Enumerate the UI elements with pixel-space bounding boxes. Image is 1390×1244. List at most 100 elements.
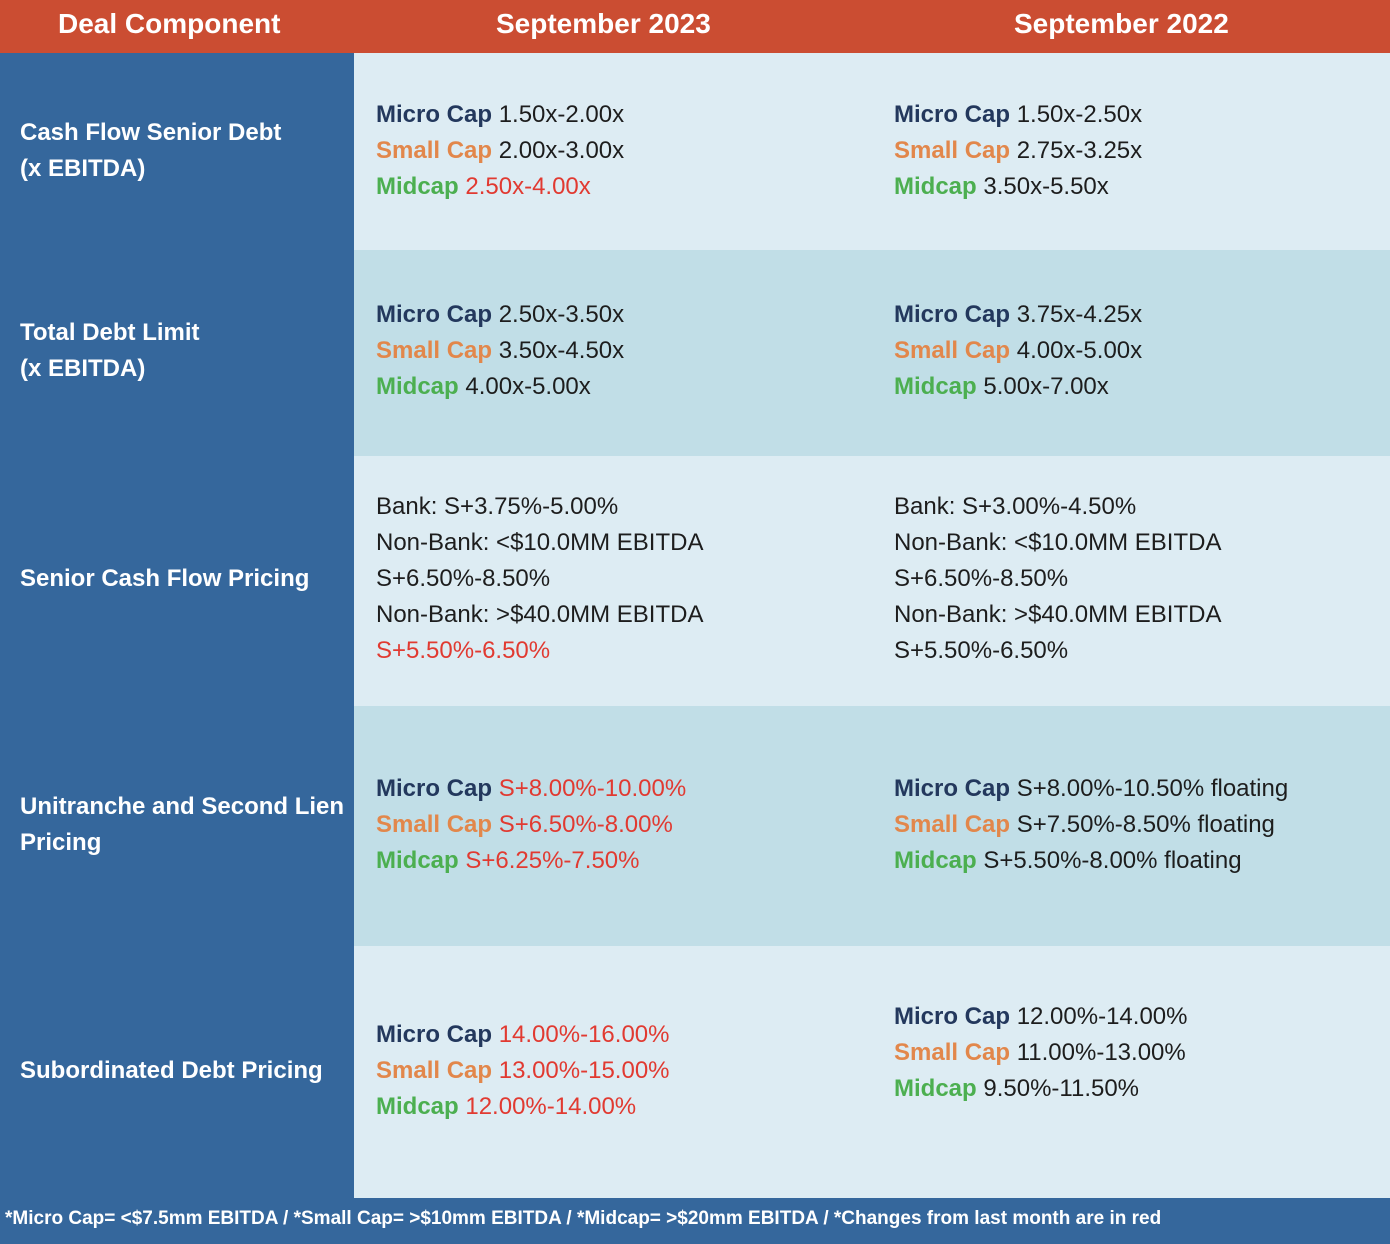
tier-line-mid: Midcap 4.00x-5.00x xyxy=(376,369,624,405)
tier-label-small: Small Cap xyxy=(376,1057,493,1084)
tier-line-mid: Midcap 9.50%-11.50% xyxy=(894,1071,1187,1107)
row-label-line: (x EBITDA) xyxy=(20,155,146,182)
tier-label-micro: Micro Cap xyxy=(376,1021,493,1048)
tier-line-micro: Micro Cap 1.50x-2.50x xyxy=(894,97,1142,133)
row-background xyxy=(354,706,1390,946)
nonbank-large-pricing: Non-Bank: >$40.0MM EBITDA S+5.50%-6.50% xyxy=(376,597,854,669)
tier-label-micro: Micro Cap xyxy=(894,1003,1011,1030)
tier-line-micro: Micro Cap 1.50x-2.00x xyxy=(376,97,624,133)
tier-label-small: Small Cap xyxy=(376,137,493,164)
row-label-total-debt-limit: Total Debt Limit (x EBITDA) xyxy=(20,315,354,387)
tier-label-small: Small Cap xyxy=(376,811,493,838)
row-background xyxy=(354,53,1390,250)
value: 4.00x-5.00x xyxy=(465,373,591,400)
header-deal-component: Deal Component xyxy=(58,8,281,39)
cell-2022-subordinated-debt: Micro Cap 12.00%-14.00% Small Cap 11.00%… xyxy=(894,999,1187,1107)
tier-label-micro: Micro Cap xyxy=(376,101,493,128)
cell-2023-unitranche-pricing: Micro Cap S+8.00%-10.00% Small Cap S+6.5… xyxy=(376,771,686,879)
changed-value: 2.50x-4.00x xyxy=(465,173,591,200)
tier-line-mid: Midcap 3.50x-5.50x xyxy=(894,169,1142,205)
tier-line-micro: Micro Cap 12.00%-14.00% xyxy=(894,999,1187,1035)
value: S+7.50%-8.50% floating xyxy=(1016,811,1275,838)
tier-line-micro: Micro Cap S+8.00%-10.00% xyxy=(376,771,686,807)
tier-line-small: Small Cap S+6.50%-8.00% xyxy=(376,807,686,843)
tier-label-small: Small Cap xyxy=(894,137,1011,164)
tier-label-mid: Midcap xyxy=(376,373,459,400)
tier-label-mid: Midcap xyxy=(894,173,977,200)
tier-line-mid: Midcap 2.50x-4.00x xyxy=(376,169,624,205)
bank-pricing: Bank: S+3.75%-5.00% xyxy=(376,493,619,520)
tier-label-micro: Micro Cap xyxy=(376,775,493,802)
tier-label-micro: Micro Cap xyxy=(894,775,1011,802)
tier-label-mid: Midcap xyxy=(894,373,977,400)
bank-pricing: Bank: S+3.00%-4.50% xyxy=(894,493,1137,520)
tier-label-mid: Midcap xyxy=(376,1093,459,1120)
value: 3.50x-4.50x xyxy=(498,337,625,364)
row-label-line: (x EBITDA) xyxy=(20,355,146,382)
tier-line-micro: Micro Cap S+8.00%-10.50% floating xyxy=(894,771,1288,807)
nonbank-small-pricing: Non-Bank: <$10.0MM EBITDA S+6.50%-8.50% xyxy=(376,525,854,597)
tier-line-small: Small Cap 11.00%-13.00% xyxy=(894,1035,1187,1071)
value: 12.00%-14.00% xyxy=(1016,1003,1188,1030)
changed-value: S+5.50%-6.50% xyxy=(376,637,551,664)
footnote-text: *Micro Cap= <$7.5mm EBITDA / *Small Cap=… xyxy=(5,1208,1162,1229)
changed-value: S+6.25%-7.50% xyxy=(465,847,640,874)
deal-component-column xyxy=(0,53,354,1198)
cell-2023-cash-flow-senior-debt: Micro Cap 1.50x-2.00x Small Cap 2.00x-3.… xyxy=(376,97,624,205)
row-background xyxy=(354,946,1390,1198)
changed-value: S+6.50%-8.00% xyxy=(498,811,673,838)
row-label-senior-cash-flow-pricing: Senior Cash Flow Pricing xyxy=(20,565,310,592)
tier-label-small: Small Cap xyxy=(376,337,493,364)
tier-line-small: Small Cap 3.50x-4.50x xyxy=(376,333,624,369)
cell-2023-subordinated-debt: Micro Cap 14.00%-16.00% Small Cap 13.00%… xyxy=(376,1017,670,1125)
tier-line-small: Small Cap 2.75x-3.25x xyxy=(894,133,1142,169)
value: 11.00%-13.00% xyxy=(1016,1039,1186,1066)
value: 2.00x-3.00x xyxy=(498,137,625,164)
changed-value: 13.00%-15.00% xyxy=(498,1057,670,1084)
row-label-unitranche-second-lien: Unitranche and Second Lien Pricing xyxy=(20,793,345,856)
value: 1.50x-2.50x xyxy=(1016,101,1143,128)
value: S+8.00%-10.50% floating xyxy=(1016,775,1289,802)
cell-2023-senior-cash-flow-pricing: Bank: S+3.75%-5.00% Non-Bank: <$10.0MM E… xyxy=(376,489,854,669)
value: 5.00x-7.00x xyxy=(983,373,1109,400)
tier-line-micro: Micro Cap 2.50x-3.50x xyxy=(376,297,624,333)
nonbank-small-value: S+6.50%-8.50% xyxy=(376,565,551,592)
header-september-2023: September 2023 xyxy=(496,8,711,39)
row-label-subordinated-debt: Subordinated Debt Pricing xyxy=(20,1057,323,1084)
footnote-bar: *Micro Cap= <$7.5mm EBITDA / *Small Cap=… xyxy=(0,1198,1390,1244)
tier-line-mid: Midcap 5.00x-7.00x xyxy=(894,369,1142,405)
tier-line-mid: Midcap S+5.50%-8.00% floating xyxy=(894,843,1288,879)
cell-2022-senior-cash-flow-pricing: Bank: S+3.00%-4.50% Non-Bank: <$10.0MM E… xyxy=(894,489,1372,669)
nonbank-small-prefix: Non-Bank: <$10.0MM EBITDA xyxy=(376,529,703,556)
value: 3.75x-4.25x xyxy=(1016,301,1143,328)
tier-label-mid: Midcap xyxy=(894,847,977,874)
changed-value: S+8.00%-10.00% xyxy=(498,775,687,802)
tier-line-mid: Midcap 12.00%-14.00% xyxy=(376,1089,670,1125)
value: 9.50%-11.50% xyxy=(983,1075,1140,1102)
cell-2022-cash-flow-senior-debt: Micro Cap 1.50x-2.50x Small Cap 2.75x-3.… xyxy=(894,97,1142,205)
tier-label-small: Small Cap xyxy=(894,811,1011,838)
tier-line-small: Small Cap 2.00x-3.00x xyxy=(376,133,624,169)
cell-2023-total-debt-limit: Micro Cap 2.50x-3.50x Small Cap 3.50x-4.… xyxy=(376,297,624,405)
changed-value: 12.00%-14.00% xyxy=(465,1093,637,1120)
nonbank-small-pricing: Non-Bank: <$10.0MM EBITDA S+6.50%-8.50% xyxy=(894,529,1221,592)
tier-label-mid: Midcap xyxy=(376,173,459,200)
value: 4.00x-5.00x xyxy=(1016,337,1143,364)
header-september-2022: September 2022 xyxy=(1014,8,1229,39)
row-label-cash-flow-senior-debt: Cash Flow Senior Debt (x EBITDA) xyxy=(20,115,354,187)
tier-line-small: Small Cap 4.00x-5.00x xyxy=(894,333,1142,369)
row-background xyxy=(354,250,1390,456)
cell-2022-total-debt-limit: Micro Cap 3.75x-4.25x Small Cap 4.00x-5.… xyxy=(894,297,1142,405)
changed-value: 14.00%-16.00% xyxy=(498,1021,670,1048)
tier-line-small: Small Cap 13.00%-15.00% xyxy=(376,1053,670,1089)
tier-line-small: Small Cap S+7.50%-8.50% floating xyxy=(894,807,1288,843)
row-label-line: Cash Flow Senior Debt xyxy=(20,119,282,146)
row-label-line: Total Debt Limit xyxy=(20,319,200,346)
tier-line-mid: Midcap S+6.25%-7.50% xyxy=(376,843,686,879)
value: 2.50x-3.50x xyxy=(498,301,625,328)
value: S+5.50%-8.00% floating xyxy=(983,847,1242,874)
value: 1.50x-2.00x xyxy=(498,101,625,128)
table-header: Deal Component September 2023 September … xyxy=(0,0,1390,53)
tier-label-micro: Micro Cap xyxy=(376,301,493,328)
tier-line-micro: Micro Cap 3.75x-4.25x xyxy=(894,297,1142,333)
